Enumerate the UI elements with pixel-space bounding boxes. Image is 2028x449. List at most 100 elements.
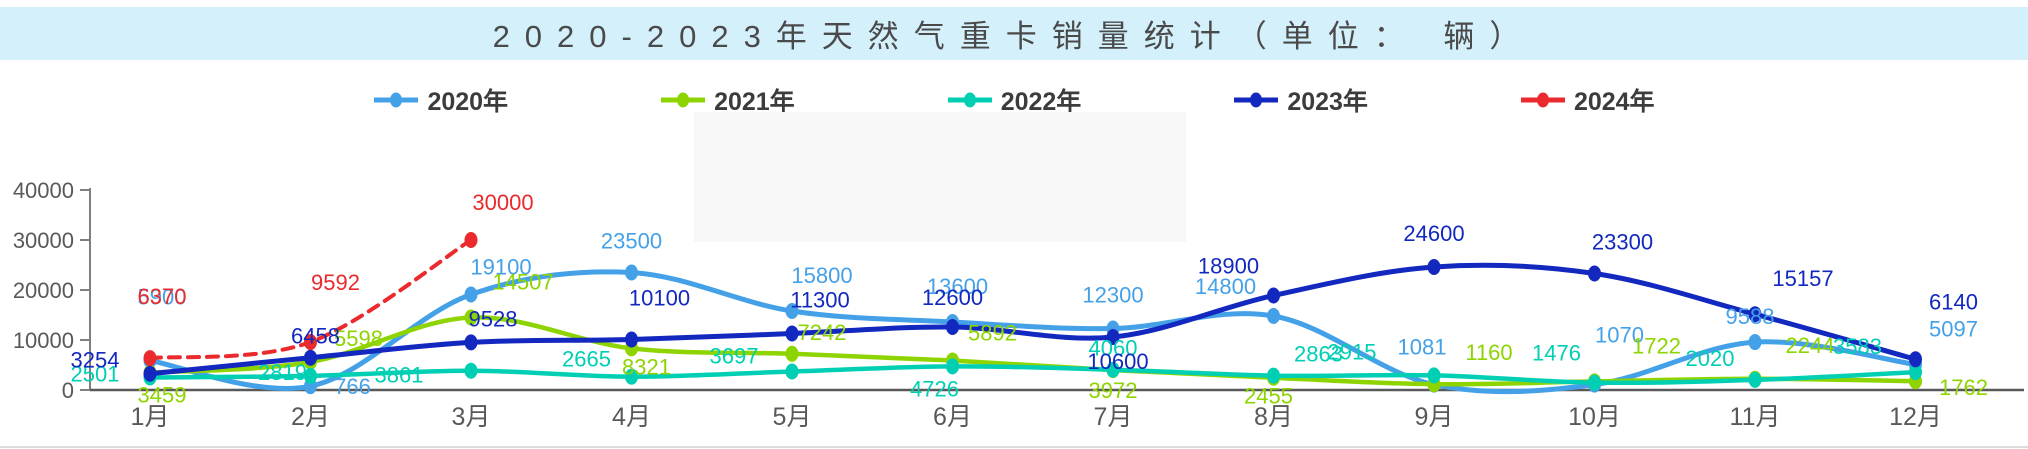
series-2024年 bbox=[143, 232, 478, 367]
data-point-2021年-5月 bbox=[785, 345, 799, 362]
data-label-2022年-12月: 3583 bbox=[1833, 334, 1882, 359]
x-axis-label: 2月 bbox=[291, 403, 330, 431]
x-axis-label: 5月 bbox=[773, 403, 812, 431]
data-point-2023年-11月 bbox=[1748, 306, 1762, 323]
data-label-2020年-7月: 12300 bbox=[1082, 283, 1143, 308]
data-point-2020年-3月 bbox=[464, 286, 478, 303]
data-point-2020年-8月 bbox=[1267, 308, 1280, 324]
data-point-2024年-1月 bbox=[143, 350, 157, 367]
legend-label: 2022年 bbox=[1000, 88, 1082, 116]
x-axis-label: 10月 bbox=[1568, 403, 1621, 431]
legend-item-2024年[interactable]: 2024年 bbox=[1520, 82, 1655, 118]
data-label-2024年-1月: 6370 bbox=[138, 284, 187, 309]
data-label-2023年-7月: 10600 bbox=[1087, 349, 1148, 374]
legend-item-2022年[interactable]: 2022年 bbox=[947, 82, 1082, 118]
x-axis-label: 11月 bbox=[1730, 403, 1781, 431]
data-point-2022年-3月 bbox=[464, 362, 478, 379]
legend: 2020年 2021年 2022年 2023年 2024年 bbox=[0, 84, 2028, 116]
data-point-2022年-11月 bbox=[1748, 371, 1762, 388]
chart-title: 2020-2023年天然气重卡销量统计（单位： 辆） bbox=[492, 19, 1536, 54]
y-axis-label: 30000 bbox=[13, 228, 74, 253]
data-label-layer: 5900 766 19100 23500 15800 13600 12300 14800 108… bbox=[71, 190, 1988, 409]
data-label-2023年-11月: 15157 bbox=[1772, 266, 1833, 291]
legend-marker-icon bbox=[1234, 92, 1279, 108]
data-point-2024年-2月 bbox=[304, 334, 317, 351]
legend-marker-icon bbox=[374, 92, 419, 108]
data-point-2020年-5月 bbox=[785, 303, 799, 319]
data-label-2021年-1月: 3459 bbox=[138, 383, 187, 408]
data-label-2023年-9月: 24600 bbox=[1403, 221, 1464, 246]
data-label-2023年-3月: 9528 bbox=[469, 306, 518, 331]
data-label-2021年-5月: 7242 bbox=[798, 320, 847, 345]
data-label-2022年-5月: 3697 bbox=[710, 344, 759, 369]
data-label-2024年-3月: 30000 bbox=[472, 190, 533, 215]
data-point-2022年-4月 bbox=[625, 368, 638, 385]
title-bar: 2020-2023年天然气重卡销量统计（单位： 辆） bbox=[0, 7, 2028, 60]
y-axis-label: 10000 bbox=[13, 328, 74, 353]
data-point-2023年-3月 bbox=[464, 334, 478, 351]
data-label-2020年-11月: 9588 bbox=[1726, 304, 1775, 329]
data-point-2022年-5月 bbox=[785, 363, 799, 380]
y-axis-label: 20000 bbox=[13, 278, 74, 303]
data-label-2022年-7月: 4060 bbox=[1089, 336, 1138, 361]
x-axis-label: 12月 bbox=[1889, 403, 1942, 431]
data-label-2021年-11月: 2244 bbox=[1786, 333, 1835, 358]
legend-item-2021年[interactable]: 2021年 bbox=[660, 82, 795, 118]
x-axis-label: 4月 bbox=[612, 403, 651, 431]
data-point-2023年-6月 bbox=[946, 319, 959, 335]
data-label-2022年-11月: 2020 bbox=[1686, 346, 1735, 371]
legend-label: 2024年 bbox=[1573, 88, 1655, 116]
legend-marker-icon bbox=[947, 92, 992, 108]
data-label-2023年-8月: 18900 bbox=[1198, 254, 1259, 279]
data-label-2022年-6月: 4726 bbox=[910, 376, 959, 401]
data-label-2021年-7月: 3972 bbox=[1089, 378, 1138, 403]
data-label-2020年-6月: 13600 bbox=[927, 274, 988, 299]
data-point-2022年-7月 bbox=[1106, 361, 1120, 378]
data-label-2021年-10月: 1722 bbox=[1632, 333, 1681, 358]
data-label-2021年-3月: 14507 bbox=[492, 269, 553, 294]
x-axis-label: 8月 bbox=[1254, 403, 1293, 431]
data-point-2022年-8月 bbox=[1267, 367, 1280, 384]
data-point-2022年-2月 bbox=[304, 367, 317, 384]
series-line-2023年 bbox=[147, 262, 1918, 377]
data-label-2020年-4月: 23500 bbox=[601, 229, 662, 254]
data-point-2023年-9月 bbox=[1427, 259, 1441, 275]
data-point-2023年-12月 bbox=[1909, 351, 1922, 368]
data-label-2023年-12月: 6140 bbox=[1929, 289, 1978, 314]
data-point-2023年-7月 bbox=[1106, 329, 1120, 345]
data-label-2022年-4月: 2665 bbox=[562, 347, 611, 372]
data-label-2021年-8月: 2455 bbox=[1244, 384, 1293, 409]
data-label-2023年-2月: 6458 bbox=[291, 324, 340, 349]
data-label-2020年-12月: 5097 bbox=[1929, 317, 1978, 342]
data-point-2022年-6月 bbox=[946, 358, 959, 375]
data-label-2023年-1月: 3254 bbox=[71, 348, 120, 373]
legend-item-2020年[interactable]: 2020年 bbox=[373, 82, 508, 118]
data-label-2020年-1月: 5900 bbox=[138, 285, 187, 310]
series-2023年 bbox=[143, 259, 1922, 382]
data-point-2020年-4月 bbox=[625, 264, 638, 281]
data-label-2020年-9月: 1081 bbox=[1398, 335, 1447, 360]
legend-item-2023年[interactable]: 2023年 bbox=[1233, 82, 1368, 118]
data-point-2023年-1月 bbox=[143, 365, 157, 382]
data-point-2022年-12月 bbox=[1909, 364, 1922, 381]
data-label-2020年-10月: 1070 bbox=[1595, 323, 1644, 348]
data-label-2022年-9月: 2915 bbox=[1328, 339, 1377, 364]
x-axis-label: 3月 bbox=[452, 403, 491, 431]
data-label-2023年-4月: 10100 bbox=[629, 286, 690, 311]
data-point-2022年-10月 bbox=[1588, 374, 1601, 391]
data-point-2022年-9月 bbox=[1427, 367, 1441, 384]
legend-label: 2021年 bbox=[714, 88, 795, 116]
data-label-2024年-2月: 9592 bbox=[311, 270, 360, 295]
legend-label: 2020年 bbox=[427, 88, 509, 116]
data-point-2021年-3月 bbox=[464, 309, 478, 326]
data-label-2022年-3月: 3861 bbox=[375, 363, 424, 388]
y-axis-label: 0 bbox=[62, 378, 74, 403]
x-axis-label: 7月 bbox=[1094, 403, 1133, 431]
data-point-2023年-5月 bbox=[785, 325, 799, 342]
data-label-2021年-4月: 8321 bbox=[622, 354, 671, 379]
legend-label: 2023年 bbox=[1287, 88, 1368, 116]
data-label-2022年-8月: 2863 bbox=[1294, 342, 1343, 367]
series-2022年 bbox=[143, 358, 1922, 391]
data-label-2022年-10月: 1476 bbox=[1532, 341, 1581, 366]
